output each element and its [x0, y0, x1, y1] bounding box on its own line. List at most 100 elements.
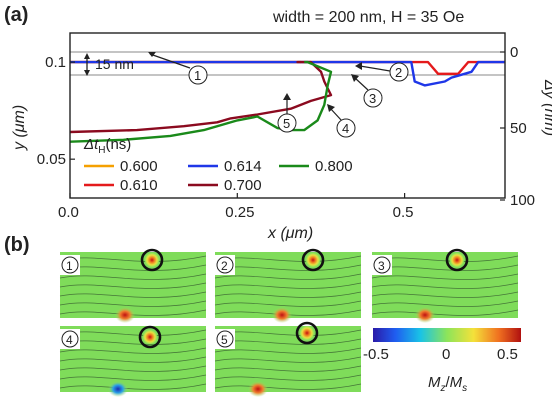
marker-1-label: 1 [194, 68, 201, 83]
snapshot-number-circle [216, 330, 234, 348]
marker-5-label: 5 [283, 116, 290, 131]
marker-4-label: 4 [342, 121, 349, 136]
marker-1 [188, 65, 208, 85]
field-line [214, 365, 362, 372]
legend-entry: 0.610 [120, 177, 158, 194]
field-line [214, 282, 362, 289]
vortex-ring [445, 248, 469, 272]
panel-b-label: (b) [4, 234, 30, 256]
legend-entry: 0.800 [315, 158, 353, 175]
snapshot-number-circle [216, 256, 234, 274]
snapshot-number-circle [373, 256, 391, 274]
field-line [214, 273, 362, 280]
vortex-ring [301, 248, 325, 272]
snapshot-number-circle [61, 256, 79, 274]
field-line [214, 347, 362, 354]
marker-3-label: 3 [369, 91, 376, 106]
y2-axis-label: Δy (nm) [541, 79, 552, 136]
field-line [214, 374, 362, 381]
vortex-ring [138, 325, 162, 349]
y-tick-label: 0.05 [37, 151, 66, 168]
vortex-core [450, 253, 464, 267]
y-axis-label: y (μm) [11, 105, 28, 151]
field-line [59, 374, 207, 381]
panel-a-label: (a) [4, 4, 28, 26]
marker-5 [277, 113, 297, 133]
vortex-core [306, 253, 320, 267]
edge-spot [272, 307, 292, 323]
snapshot-1: 1 [59, 248, 207, 323]
colorbar-label: Mz/Ms [428, 374, 467, 394]
edge-spot [415, 307, 435, 323]
vortex-core [300, 326, 314, 340]
scale-annotation: 15 nm [84, 53, 134, 76]
vortex-core [145, 253, 159, 267]
field-line [59, 273, 207, 280]
y2-axis: 0 50 100 [500, 44, 535, 209]
snapshot-number: 5 [221, 333, 228, 347]
field-line [59, 365, 207, 372]
legend-entry: 0.614 [224, 158, 262, 175]
legend: ΔtH(ns) 0.600 0.614 0.800 0.610 0.700 [83, 136, 353, 194]
field-line [59, 347, 207, 354]
y-tick-label: 0.1 [45, 54, 66, 71]
colorbar-tick-1: 0 [442, 346, 450, 363]
field-line [371, 291, 519, 298]
scale-label: 15 nm [95, 56, 134, 72]
colorbar-tick-2: 0.5 [497, 346, 518, 363]
snapshot-number: 1 [66, 259, 73, 273]
edge-spot [248, 381, 268, 397]
x-axis-label: x (μm) [267, 225, 313, 242]
field-line [59, 291, 207, 298]
x-tick-label: 0.0 [58, 204, 79, 221]
field-line [371, 309, 519, 316]
series-line-0.610 [70, 60, 505, 75]
field-line [214, 356, 362, 363]
legend-items: 0.600 0.614 0.800 0.610 0.700 [84, 158, 353, 194]
x-tick-label: 0.25 [225, 204, 254, 221]
legend-title: ΔtH(ns) [83, 136, 131, 156]
snapshot-3: 3 [371, 248, 519, 323]
snapshot-2: 2 [214, 248, 362, 323]
field-line [371, 300, 519, 307]
field-line [214, 291, 362, 298]
field-line [59, 356, 207, 363]
y2-tick-label: 0 [510, 44, 518, 61]
marker-3 [363, 88, 383, 108]
y2-tick-label: 100 [510, 192, 535, 209]
x-tick-label: 0.5 [393, 204, 414, 221]
snapshot-number: 4 [66, 333, 73, 347]
series-line-0.614 [70, 60, 505, 87]
field-line [214, 383, 362, 390]
field-line [59, 282, 207, 289]
field-line [371, 282, 519, 289]
field-line [214, 300, 362, 307]
edge-spot [108, 381, 128, 397]
marker-2 [389, 62, 409, 82]
snapshot-number: 2 [221, 259, 228, 273]
y2-tick-label: 50 [510, 120, 527, 137]
legend-entry: 0.600 [120, 158, 158, 175]
edge-spot [115, 307, 135, 323]
snapshot-5: 5 [214, 321, 362, 397]
colorbar-tick-0: -0.5 [363, 346, 389, 363]
marker-2-label: 2 [395, 65, 402, 80]
vortex-ring [140, 248, 164, 272]
colorbar-gradient [373, 328, 521, 342]
colorbar: -0.5 0 0.5 Mz/Ms [363, 328, 521, 394]
field-line [59, 300, 207, 307]
trajectory-markers: 1 2 3 4 5 [148, 52, 409, 138]
snapshots: 1 2 3 4 5 [59, 248, 519, 397]
panel-a-header: width = 200 nm, H = 35 Oe [272, 9, 464, 26]
legend-entry: 0.700 [224, 177, 262, 194]
y-axis: 0.05 0.1 [37, 54, 75, 168]
marker-4 [336, 118, 356, 138]
snapshot-4: 4 [59, 325, 207, 397]
vortex-core [143, 330, 157, 344]
field-line [371, 273, 519, 280]
trajectory-plot: 0.0 0.25 0.5 0.05 0.1 0 50 100 [37, 32, 535, 221]
x-axis: 0.0 0.25 0.5 [58, 193, 413, 221]
vortex-ring [295, 321, 319, 345]
snapshot-number-circle [61, 330, 79, 348]
